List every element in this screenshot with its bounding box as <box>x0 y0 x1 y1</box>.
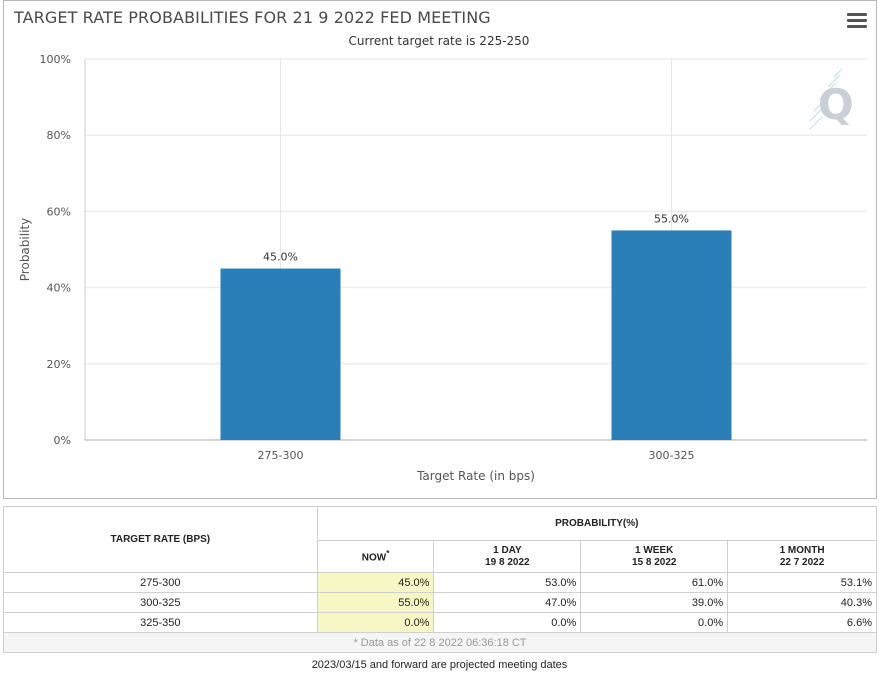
table-row: 325-350 0.0% 0.0% 0.0% 6.6% <box>3 612 877 633</box>
cell-1-week: 39.0% <box>580 592 729 613</box>
bar-data-label: 55.0% <box>654 212 689 225</box>
y-tick-label: 60% <box>47 205 71 218</box>
probability-table-panel: TARGET RATE (BPS) PROBABILITY(%) NOW* 1 … <box>3 506 878 653</box>
row-rate: 275-300 <box>3 572 318 593</box>
cell-now: 45.0% <box>316 572 435 593</box>
chart-title: TARGET RATE PROBABILITIES FOR 21 9 2022 … <box>14 8 491 27</box>
y-tick-label: 40% <box>47 282 71 295</box>
col-header-1-day: 1 DAY 19 8 2022 <box>433 540 582 573</box>
bar <box>611 230 732 440</box>
y-tick-label: 0% <box>54 434 71 447</box>
chart-panel: 0% 20% 40% 60% 80% 100% 45.0% 275-300 55.0% 300-3… <box>3 0 877 499</box>
table-row: 300-325 55.0% 47.0% 39.0% 40.3% <box>3 592 877 613</box>
bar <box>220 268 341 440</box>
cell-1-week: 0.0% <box>580 612 729 633</box>
col-header-now: NOW* <box>316 540 435 573</box>
q-logo-icon: Q <box>809 68 854 130</box>
y-tick-label: 100% <box>40 53 71 66</box>
col-header-1-month: 1 MONTH 22 7 2022 <box>727 540 877 573</box>
bar-data-label: 45.0% <box>263 251 298 264</box>
cell-now: 0.0% <box>316 612 435 633</box>
cell-1-month: 53.1% <box>727 572 877 593</box>
x-tick-label: 300-325 <box>649 449 695 462</box>
cell-1-week: 61.0% <box>580 572 729 593</box>
chart-svg: 0% 20% 40% 60% 80% 100% 45.0% 275-300 55.0% 300-3… <box>18 53 867 483</box>
header-probability: PROBABILITY(%) <box>316 506 878 541</box>
table-row: 275-300 45.0% 53.0% 61.0% 53.1% <box>3 572 877 593</box>
cell-1-day: 0.0% <box>433 612 582 633</box>
cell-1-day: 47.0% <box>433 592 582 613</box>
y-tick-label: 20% <box>47 358 71 371</box>
row-rate: 325-350 <box>3 612 318 633</box>
cell-now: 55.0% <box>316 592 435 613</box>
data-timestamp-note: * Data as of 22 8 2022 06:36:18 CT <box>3 632 877 653</box>
x-tick-label: 275-300 <box>258 449 304 462</box>
footer-note: 2023/03/15 and forward are projected mee… <box>311 659 568 671</box>
cell-1-month: 6.6% <box>727 612 877 633</box>
header-target-rate: TARGET RATE (BPS) <box>3 506 318 573</box>
cell-1-day: 53.0% <box>433 572 582 593</box>
row-rate: 300-325 <box>3 592 318 613</box>
hamburger-menu-icon[interactable] <box>847 13 867 31</box>
col-header-1-week: 1 WEEK 15 8 2022 <box>580 540 729 573</box>
y-tick-label: 80% <box>47 129 71 142</box>
y-axis-title: Probability <box>18 218 32 281</box>
chart-subtitle: Current target rate is 225-250 <box>348 34 530 48</box>
cell-1-month: 40.3% <box>727 592 877 613</box>
probability-table: TARGET RATE (BPS) PROBABILITY(%) NOW* 1 … <box>3 506 878 653</box>
x-axis-title: Target Rate (in bps) <box>416 469 535 483</box>
svg-text:Q: Q <box>818 80 854 129</box>
